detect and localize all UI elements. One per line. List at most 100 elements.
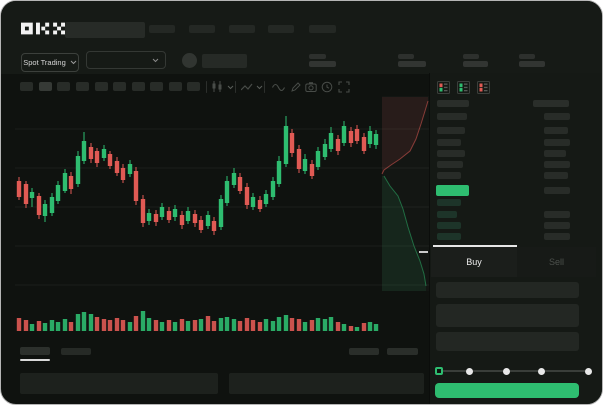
bottom-right-placeholder[interactable] [349, 348, 379, 355]
spot-trading-dropdown[interactable]: Spot Trading [21, 53, 79, 72]
bid-price-bar[interactable] [437, 233, 461, 240]
ask-amount-bar[interactable] [544, 172, 568, 179]
candle-body [107, 154, 113, 166]
chart-toolbar-item-placeholder[interactable] [187, 82, 200, 91]
chart-toolbar-item-placeholder[interactable] [57, 82, 70, 91]
nav-item-placeholder[interactable] [309, 25, 336, 33]
chevron-down-icon[interactable] [256, 85, 263, 90]
toolbar-divider [264, 81, 265, 93]
stat-label-placeholder [309, 54, 326, 59]
candle-body [75, 156, 81, 184]
order-input-placeholder-1[interactable] [436, 282, 579, 298]
volume-bar [328, 317, 334, 331]
bid-price-bar[interactable] [437, 211, 457, 218]
ask-amount-bar[interactable] [544, 127, 568, 134]
candle-body [224, 181, 230, 203]
volume-bar [224, 317, 230, 331]
chart-toolbar-item-placeholder[interactable] [76, 82, 89, 91]
volume-bar [159, 322, 165, 331]
fullscreen-icon[interactable] [338, 81, 350, 93]
nav-item-placeholder[interactable] [149, 25, 175, 33]
bid-amount-bar[interactable] [544, 211, 570, 218]
order-book-asks-icon[interactable] [477, 81, 490, 94]
volume-bar [218, 318, 224, 331]
spot-trading-label: Spot Trading [23, 58, 66, 67]
volume-bar [270, 321, 276, 331]
bottom-right-placeholder[interactable] [387, 348, 418, 355]
ask-price-bar[interactable] [437, 113, 467, 120]
order-book-split-icon[interactable] [437, 81, 450, 94]
candle-body [257, 200, 263, 209]
candle-body [276, 161, 282, 184]
tab-buy[interactable]: Buy [431, 247, 517, 277]
nav-item-placeholder[interactable] [229, 25, 255, 33]
avatar[interactable] [182, 53, 197, 68]
ask-price-bar[interactable] [437, 150, 465, 157]
bid-amount-bar[interactable] [544, 222, 570, 229]
pair-select[interactable] [86, 51, 166, 69]
candle-body [309, 164, 315, 176]
chevron-down-icon [152, 58, 159, 62]
header-button-placeholder[interactable] [202, 54, 247, 68]
chart-toolbar-item-placeholder[interactable] [150, 82, 163, 91]
tab-sell[interactable]: Sell [517, 247, 596, 277]
chart-canvas[interactable] [15, 96, 429, 336]
ask-price-bar[interactable] [437, 172, 461, 179]
amount-slider-track[interactable] [439, 370, 588, 372]
stat-value-placeholder [398, 61, 426, 67]
ask-price-bar[interactable] [437, 139, 461, 146]
indicator-wave-icon[interactable] [272, 83, 285, 92]
interval-candles-icon[interactable] [211, 81, 224, 92]
ask-amount-bar[interactable] [544, 139, 570, 146]
ask-amount-bar[interactable] [544, 150, 566, 157]
bid-price-bar[interactable] [437, 199, 461, 206]
order-input-placeholder-2[interactable] [436, 304, 579, 327]
candle-body [88, 147, 94, 159]
chart-toolbar-item-placeholder[interactable] [39, 82, 52, 91]
last-price-bar [436, 185, 469, 196]
volume-bar [114, 318, 120, 331]
slider-handle[interactable] [435, 367, 443, 375]
chart-toolbar-item-placeholder[interactable] [132, 82, 145, 91]
slider-step-dot[interactable] [584, 367, 592, 375]
chevron-down-icon[interactable] [227, 85, 234, 90]
nav-item-placeholder[interactable] [189, 25, 215, 33]
ask-amount-bar[interactable] [544, 161, 570, 168]
price-chart[interactable] [15, 96, 429, 336]
slider-step-dot[interactable] [465, 367, 473, 375]
bid-amount-bar[interactable] [544, 233, 570, 240]
candle-body [373, 134, 379, 145]
ask-price-bar[interactable] [437, 161, 463, 168]
submit-buy-button[interactable] [435, 383, 579, 398]
nav-item-placeholder[interactable] [268, 25, 294, 33]
ask-amount-bar[interactable] [544, 113, 570, 120]
volume-bar [296, 319, 302, 331]
chart-toolbar-item-placeholder[interactable] [20, 82, 33, 91]
candle-body [94, 151, 100, 163]
ask-price-bar[interactable] [437, 127, 465, 134]
volume-bar [36, 321, 42, 331]
camera-icon[interactable] [305, 81, 317, 93]
bid-price-bar[interactable] [437, 222, 461, 229]
chart-toolbar-item-placeholder[interactable] [95, 82, 108, 91]
buy-tab-indicator [433, 245, 517, 247]
chart-toolbar-item-placeholder[interactable] [113, 82, 126, 91]
draw-pencil-icon[interactable] [290, 81, 302, 93]
price-row-amount-bar [544, 187, 570, 194]
volume-bar [289, 318, 295, 331]
slider-step-dot[interactable] [537, 367, 545, 375]
slider-step-dot[interactable] [502, 367, 510, 375]
order-book-bids-icon[interactable] [457, 81, 470, 94]
clock-icon[interactable] [321, 81, 333, 93]
volume-bar [140, 311, 146, 331]
volume-bar [361, 323, 367, 331]
search-bar-placeholder[interactable] [65, 22, 145, 38]
candle-body [185, 211, 191, 221]
chart-toolbar-item-placeholder[interactable] [169, 82, 182, 91]
chart-type-icon[interactable] [241, 82, 253, 92]
order-input-placeholder-3[interactable] [436, 332, 579, 351]
order-panel: Buy Sell [431, 73, 602, 404]
bottom-tab-placeholder[interactable] [61, 348, 91, 355]
candle-body [172, 209, 178, 217]
bottom-tab-placeholder-active[interactable] [20, 347, 50, 355]
